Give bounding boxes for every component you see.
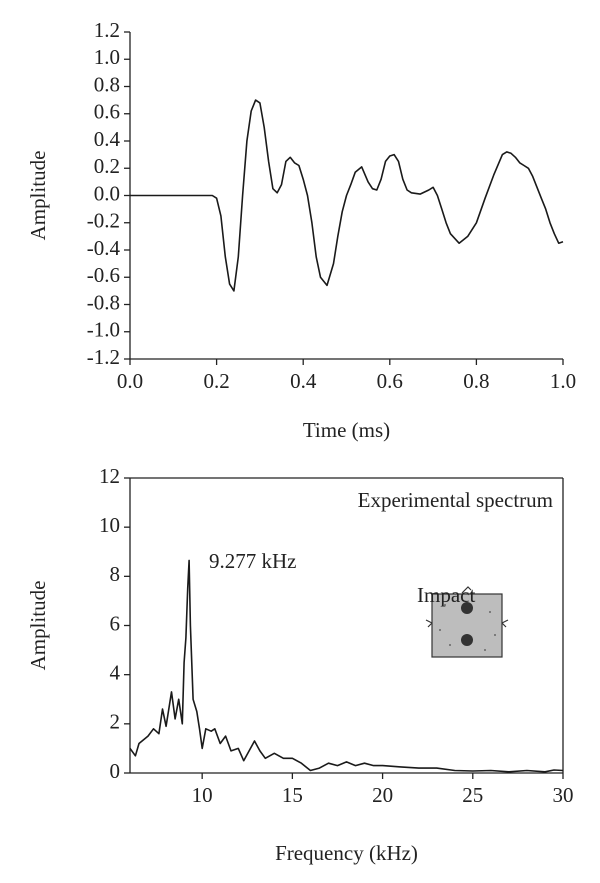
annotation: 9.277 kHz [209, 549, 297, 573]
y-axis-label: Amplitude [26, 151, 50, 241]
y-tick-label: -0.4 [87, 236, 121, 260]
x-tick-label: 30 [553, 783, 574, 807]
x-tick-label: 0.0 [117, 369, 143, 393]
y-tick-label: 0.6 [94, 100, 120, 124]
y-tick-label: 2 [110, 710, 121, 734]
annotation: Experimental spectrum [358, 488, 553, 512]
x-tick-label: 0.2 [203, 369, 229, 393]
y-tick-label: -0.8 [87, 290, 120, 314]
line [129, 559, 564, 773]
y-tick-label: -1.2 [87, 345, 120, 369]
inset-diagram [425, 586, 509, 658]
y-tick-label: 10 [99, 513, 120, 537]
y-tick-label: 0.2 [94, 154, 120, 178]
x-tick-label: 0.6 [377, 369, 403, 393]
y-tick-label: 0.0 [94, 181, 120, 205]
line [130, 99, 564, 292]
x-axis-label: Time (ms) [303, 418, 390, 442]
y-tick-label: -1.0 [87, 318, 120, 342]
y-tick-label: 1.2 [94, 18, 120, 42]
annotation: Impact [417, 583, 475, 607]
x-tick-label: 10 [192, 783, 213, 807]
y-tick-label: 0.8 [94, 72, 120, 96]
x-tick-label: 1.0 [550, 369, 576, 393]
y-tick-label: 4 [110, 660, 121, 684]
y-tick-label: 12 [99, 464, 120, 488]
y-tick-label: 8 [110, 562, 121, 586]
x-axis-label: Frequency (kHz) [275, 841, 418, 865]
x-tick-label: 25 [462, 783, 483, 807]
y-axis-label: Amplitude [26, 581, 50, 671]
y-tick-label: 0 [110, 759, 121, 783]
y-tick-label: 0.4 [94, 127, 121, 151]
y-tick-label: 1.0 [94, 45, 120, 69]
y-tick-label: 6 [110, 611, 121, 635]
x-tick-label: 20 [372, 783, 393, 807]
x-tick-label: 15 [282, 783, 303, 807]
x-tick-label: 0.8 [463, 369, 489, 393]
y-tick-label: -0.6 [87, 263, 120, 287]
x-tick-label: 0.4 [290, 369, 317, 393]
y-tick-label: -0.2 [87, 209, 120, 233]
